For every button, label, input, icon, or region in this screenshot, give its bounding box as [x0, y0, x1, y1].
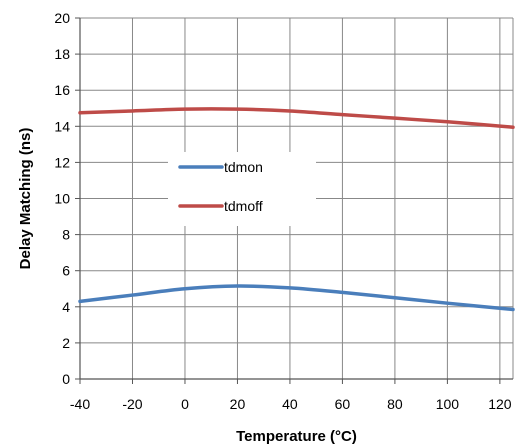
y-tick-label-1: 2 — [62, 335, 70, 351]
x-tick-label-4: 40 — [282, 396, 298, 412]
series-line-tdmon — [78, 284, 515, 312]
y-tick-label-4: 8 — [62, 227, 70, 243]
legend: tdmon tdmoff — [168, 152, 316, 226]
y-tick-label-6: 12 — [54, 154, 70, 170]
y-tick-label-0: 0 — [62, 371, 70, 387]
legend-label-tdmon: tdmon — [224, 159, 263, 175]
y-tick-label-7: 14 — [54, 118, 70, 134]
y-tick-label-9: 18 — [54, 46, 70, 62]
y-tick-label-8: 16 — [54, 82, 70, 98]
legend-label-tdmoff: tdmoff — [224, 198, 263, 214]
x-tick-label-7: 100 — [436, 396, 460, 412]
x-tick-label-5: 60 — [335, 396, 351, 412]
series-lines — [78, 107, 515, 312]
x-tick-label-2: 0 — [181, 396, 189, 412]
y-tick-label-5: 10 — [54, 191, 70, 207]
x-tick-label-6: 80 — [387, 396, 403, 412]
x-tick-label-0: -40 — [70, 396, 90, 412]
y-axis-title: Delay Matching (ns) — [17, 128, 34, 270]
x-axis-title: Temperature (°C) — [236, 428, 357, 445]
axes: 0 2 4 6 8 10 12 14 16 18 20 -40 -20 0 20 40 60 80 100 120 — [54, 10, 513, 412]
x-tick-label-1: -20 — [122, 396, 142, 412]
legend-box — [168, 152, 316, 226]
y-tick-label-3: 6 — [62, 263, 70, 279]
series-line-tdmoff — [78, 107, 515, 129]
y-tick-label-10: 20 — [54, 10, 70, 26]
x-tick-label-8: 120 — [488, 396, 512, 412]
x-tick-label-3: 20 — [230, 396, 246, 412]
y-tick-label-2: 4 — [62, 299, 70, 315]
